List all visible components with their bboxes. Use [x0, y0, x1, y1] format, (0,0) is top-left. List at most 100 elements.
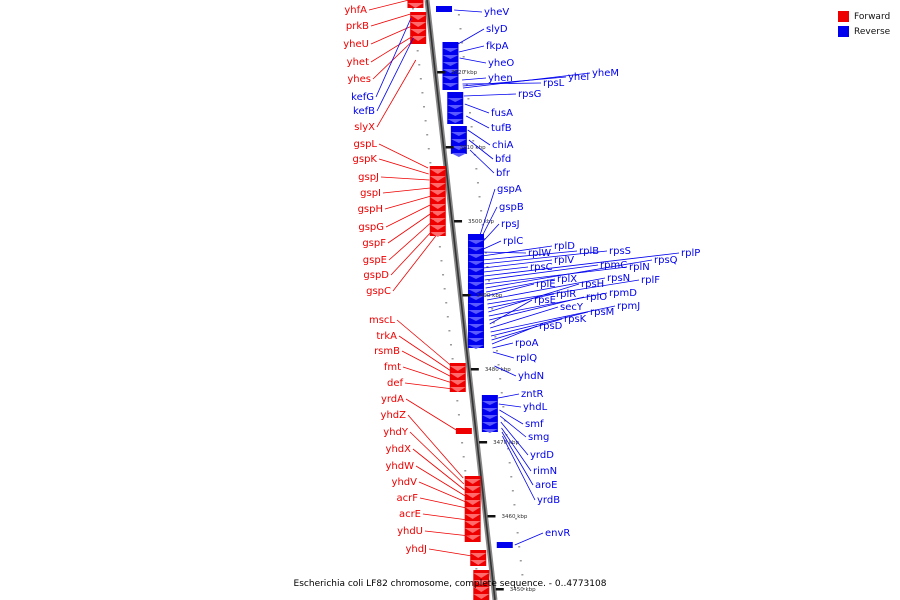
forward-leader-line [388, 219, 435, 261]
reverse-leader-line [464, 103, 490, 114]
reverse-gene-label: smf [525, 419, 544, 430]
tick-mark [445, 146, 454, 149]
reverse-gene-label: aroE [535, 480, 557, 491]
reverse-gene-label: yheV [484, 7, 509, 18]
reverse-gene-label: rpsE [534, 295, 556, 306]
track-dot [484, 252, 487, 254]
forward-leader-line [378, 143, 429, 169]
forward-leader-line [390, 227, 436, 276]
forward-gene-label: yhdZ [381, 410, 407, 421]
forward-gene-label: gspI [360, 188, 381, 199]
reverse-gene-arrow [467, 296, 484, 300]
reverse-gene-arrow [467, 261, 484, 265]
forward-gene-arrow [470, 553, 487, 558]
forward-leader-line [412, 448, 465, 491]
track-dot [418, 64, 421, 66]
reverse-leader-line [489, 299, 533, 325]
track-dot [448, 330, 451, 332]
track-dot [429, 162, 432, 164]
reverse-gene-label: rpsJ [501, 219, 520, 230]
reverse-leader-line [463, 93, 517, 97]
reverse-gene-label: chiA [492, 140, 514, 151]
forward-gene-arrow [410, 15, 427, 20]
track-dot [486, 266, 489, 268]
reverse-leader-line [490, 311, 589, 337]
reverse-gene-arrow [481, 408, 498, 412]
forward-gene-arrow [473, 580, 490, 585]
reverse-gene-label: bfd [495, 154, 511, 165]
track-dot [480, 210, 483, 212]
forward-gene-label: mscL [369, 315, 395, 326]
track-dot [438, 246, 441, 248]
forward-gene-label: gspJ [358, 172, 379, 183]
reverse-gene-label: rplP [681, 248, 700, 259]
forward-gene-arrow [464, 521, 481, 526]
reverse-gene-label: yheO [488, 58, 514, 69]
forward-gene-label: yhdX [386, 444, 412, 455]
track-dot [503, 420, 506, 422]
reverse-gene-label: rpsL [543, 78, 565, 89]
tick-label: 3490 kbp [476, 293, 502, 299]
forward-gene-arrow [429, 176, 446, 181]
reverse-leader-line [458, 45, 485, 53]
track-dot [469, 112, 472, 114]
forward-gene-arrow [449, 366, 466, 371]
forward-gene-arrow [464, 507, 481, 512]
track-dot [424, 120, 427, 122]
forward-leader-line [409, 431, 465, 485]
reverse-leader-line [487, 293, 555, 309]
reverse-gene-label: rpmJ [617, 301, 640, 312]
reverse-gene-label: rpsC [530, 262, 553, 273]
reverse-gene-label: rplN [629, 262, 650, 273]
track-dot [449, 344, 452, 346]
reverse-gene-arrow [467, 254, 484, 258]
reverse-gene-arrow [467, 324, 484, 328]
reverse-gene-label: rplQ [516, 353, 537, 364]
reverse-gene-arrow [450, 132, 467, 136]
legend-forward-label: Forward [854, 11, 891, 22]
reverse-leader-line [491, 318, 563, 341]
reverse-leader-line [483, 266, 529, 273]
legend-reverse: Reverse [838, 24, 890, 39]
tick-mark [454, 220, 463, 223]
track-dot [476, 182, 479, 184]
tick-label: 3460 kbp [501, 514, 527, 520]
forward-gene-label: gspG [358, 222, 384, 233]
forward-leader-line [424, 530, 470, 537]
track-dot [518, 546, 521, 548]
track-dot [491, 308, 494, 310]
forward-leader-line [368, 0, 410, 11]
forward-leader-line [387, 211, 434, 244]
reverse-leader-line [487, 279, 640, 305]
reverse-leader-line [492, 351, 515, 359]
reverse-gene-label: secY [560, 302, 584, 313]
forward-gene-label: yhfA [344, 5, 367, 16]
forward-gene-arrow [464, 528, 481, 533]
forward-gene-arrow [464, 479, 481, 484]
tick-mark [487, 515, 496, 518]
reverse-gene-arrow [467, 345, 484, 349]
reverse-gene-label: smg [528, 432, 549, 443]
reverse-leader-line [492, 342, 514, 349]
forward-gene-label: yheU [343, 39, 369, 50]
reverse-gene-arrow [442, 83, 459, 87]
reverse-gene-label: rplV [554, 255, 574, 266]
track-dot [440, 260, 443, 262]
reverse-leader-line [498, 393, 520, 399]
forward-gene-arrow [429, 169, 446, 174]
reverse-gene-label: rplO [586, 292, 607, 303]
reverse-leader-line [484, 264, 599, 281]
track-dot [464, 70, 467, 72]
tick-mark [462, 294, 471, 297]
forward-leader-line [396, 319, 451, 366]
track-dot [446, 316, 449, 318]
reverse-gene-label: rpsH [581, 279, 604, 290]
reverse-leader-line [469, 149, 495, 174]
reverse-gene-arrow [442, 62, 459, 66]
track-dot [462, 56, 465, 58]
reverse-gene-label: rplW [528, 248, 551, 259]
reverse-gene-label: envR [545, 528, 570, 539]
reverse-gene-label: rplE [536, 279, 556, 290]
forward-gene-arrow [429, 225, 446, 230]
reverse-leader-line [462, 76, 567, 87]
